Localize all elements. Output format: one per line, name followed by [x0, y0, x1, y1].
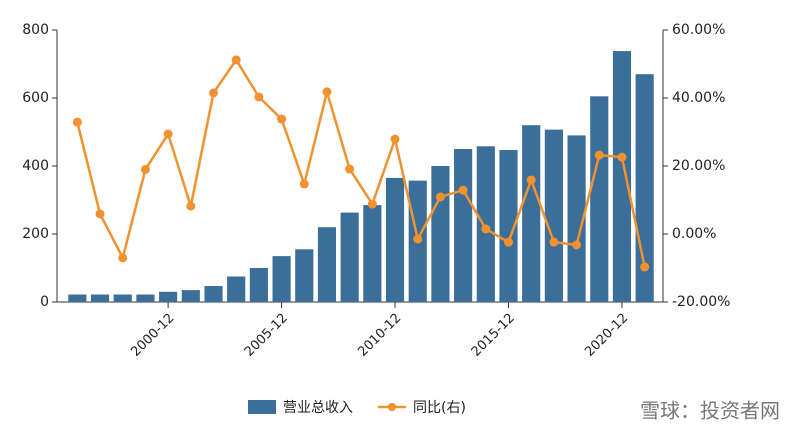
line-point: [140, 164, 150, 174]
y2-tick-label: 60.00%: [672, 22, 725, 38]
y-tick-label: 0: [40, 294, 49, 310]
y2-tick-label: 40.00%: [672, 90, 725, 106]
legend-label: 营业总收入: [283, 400, 353, 416]
bar: [385, 177, 405, 302]
line-point: [231, 55, 241, 65]
x-tick-label: 2000-12: [128, 311, 177, 360]
line-point: [345, 164, 355, 174]
bar: [454, 149, 473, 302]
line-point: [254, 92, 264, 102]
line-point: [458, 185, 468, 195]
bar: [113, 294, 132, 302]
legend-swatch: [248, 400, 276, 414]
line-point: [95, 209, 105, 219]
line-point: [413, 234, 423, 244]
line-point: [617, 152, 627, 162]
line-point: [163, 129, 173, 139]
line-point: [504, 237, 513, 247]
x-tick-label: 2005-12: [242, 311, 291, 360]
bar: [136, 294, 155, 302]
y-tick-label: 600: [22, 90, 49, 106]
y2-tick-label: 20.00%: [672, 158, 725, 174]
bar: [431, 166, 450, 302]
watermark: 雪球：投资者网: [640, 399, 780, 423]
bar: [567, 135, 586, 302]
y-tick-label: 800: [22, 22, 49, 38]
bar: [272, 256, 291, 302]
line-point: [322, 87, 332, 97]
y2-tick-label: 0.00%: [672, 226, 716, 242]
bar: [522, 125, 541, 302]
x-tick-label: 2010-12: [355, 311, 404, 360]
line-point: [594, 150, 604, 160]
bar: [612, 51, 632, 302]
bar: [249, 268, 268, 302]
line-point: [277, 114, 287, 124]
line-point: [526, 175, 536, 185]
x-tick-label: 2015-12: [469, 311, 518, 360]
line-point: [209, 88, 218, 98]
line-point: [549, 237, 559, 247]
bar: [317, 227, 337, 302]
line-point: [118, 253, 128, 263]
x-tick-label: 2020-12: [582, 311, 631, 360]
line-point: [435, 192, 445, 202]
bar: [68, 294, 87, 302]
line-point: [72, 117, 82, 127]
line-point: [299, 179, 309, 189]
line-point: [186, 201, 196, 211]
line: [76, 57, 646, 268]
bar: [159, 291, 178, 302]
line-point: [481, 224, 491, 234]
y-tick-label: 200: [22, 226, 49, 242]
bar: [295, 249, 314, 302]
bar: [90, 294, 110, 302]
bar: [363, 205, 382, 302]
bar: [544, 129, 563, 302]
line-point: [572, 240, 582, 250]
y-tick-label: 400: [22, 158, 49, 174]
legend-label: 同比(右): [413, 400, 466, 416]
line-point: [367, 199, 377, 209]
bar: [227, 276, 246, 302]
line-point: [640, 262, 650, 272]
bar: [590, 96, 609, 302]
bar: [476, 146, 495, 302]
bar: [340, 212, 359, 302]
bar: [204, 286, 223, 302]
bar: [499, 150, 518, 302]
line-point: [390, 134, 400, 144]
y2-tick-label: -20.00%: [672, 294, 730, 310]
bar: [181, 290, 200, 302]
legend-swatch: [388, 403, 396, 411]
